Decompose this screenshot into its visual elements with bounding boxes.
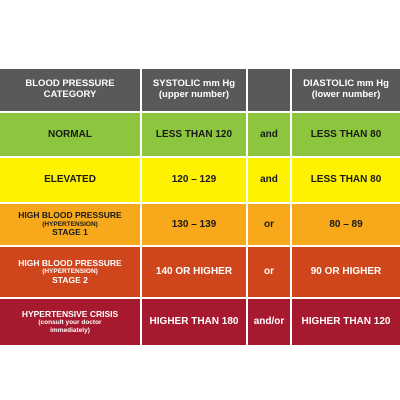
category-cell: HYPERTENSIVE CRISIS (consult your doctor…: [0, 299, 140, 345]
category-cell: NORMAL: [0, 113, 140, 156]
header-category-line1: BLOOD PRESSURE: [25, 78, 115, 90]
conjunction-cell: and: [248, 113, 290, 156]
header-category-line2: CATEGORY: [43, 89, 97, 100]
conjunction-cell: and: [248, 158, 290, 202]
table-row-normal: NORMAL LESS THAN 120 and LESS THAN 80: [0, 113, 400, 156]
table-row-stage1: HIGH BLOOD PRESSURE (HYPERTENSION) STAGE…: [0, 204, 400, 245]
table-row-elevated: ELEVATED 120 – 129 and LESS THAN 80: [0, 158, 400, 202]
diastolic-cell: 90 OR HIGHER: [292, 247, 400, 297]
header-systolic: SYSTOLIC mm Hg (upper number): [142, 69, 246, 111]
header-diastolic-line1: DIASTOLIC mm Hg: [303, 78, 389, 90]
category-note: (consult your doctor: [38, 319, 102, 327]
systolic-value: 140 OR HIGHER: [155, 266, 233, 278]
conjunction-text: and: [260, 128, 278, 140]
category-label: NORMAL: [48, 128, 92, 140]
category-stage: STAGE 2: [52, 274, 88, 285]
header-systolic-line2: (upper number): [158, 89, 230, 100]
header-systolic-line1: SYSTOLIC mm Hg: [152, 78, 236, 90]
category-label: HIGH BLOOD PRESSURE: [18, 210, 122, 220]
systolic-cell: 140 OR HIGHER: [142, 247, 246, 297]
conjunction-cell: or: [248, 247, 290, 297]
blood-pressure-table: BLOOD PRESSURE CATEGORY SYSTOLIC mm Hg (…: [0, 69, 400, 345]
systolic-value: HIGHER THAN 180: [149, 316, 239, 328]
systolic-cell: 130 – 139: [142, 204, 246, 245]
systolic-value: 120 – 129: [171, 174, 217, 186]
systolic-cell: 120 – 129: [142, 158, 246, 202]
category-label: HYPERTENSIVE CRISIS: [21, 308, 119, 319]
category-note: (HYPERTENSION): [42, 220, 98, 228]
conjunction-cell: or: [248, 204, 290, 245]
category-note: immediately): [50, 326, 90, 334]
header-diastolic-line2: (lower number): [311, 89, 381, 100]
diastolic-value: LESS THAN 80: [310, 128, 382, 140]
conjunction-text: or: [264, 218, 274, 230]
diastolic-cell: HIGHER THAN 120: [292, 299, 400, 345]
diastolic-cell: LESS THAN 80: [292, 113, 400, 156]
systolic-cell: HIGHER THAN 180: [142, 299, 246, 345]
diastolic-value: 80 – 89: [329, 218, 363, 230]
category-note: (HYPERTENSION): [42, 268, 98, 276]
systolic-value: 130 – 139: [171, 218, 217, 230]
conjunction-text: and: [260, 174, 278, 186]
category-cell: HIGH BLOOD PRESSURE (HYPERTENSION) STAGE…: [0, 247, 140, 297]
diastolic-value: HIGHER THAN 120: [301, 316, 391, 328]
header-row: BLOOD PRESSURE CATEGORY SYSTOLIC mm Hg (…: [0, 69, 400, 111]
category-cell: HIGH BLOOD PRESSURE (HYPERTENSION) STAGE…: [0, 204, 140, 245]
table-row-crisis: HYPERTENSIVE CRISIS (consult your doctor…: [0, 299, 400, 345]
category-label: ELEVATED: [44, 174, 96, 186]
header-category: BLOOD PRESSURE CATEGORY: [0, 69, 140, 111]
systolic-value: LESS THAN 120: [155, 128, 233, 140]
diastolic-cell: LESS THAN 80: [292, 158, 400, 202]
diastolic-value: LESS THAN 80: [310, 174, 382, 186]
category-label: HIGH BLOOD PRESSURE: [18, 257, 122, 268]
header-diastolic: DIASTOLIC mm Hg (lower number): [292, 69, 400, 111]
diastolic-value: 90 OR HIGHER: [310, 266, 382, 278]
table-row-stage2: HIGH BLOOD PRESSURE (HYPERTENSION) STAGE…: [0, 247, 400, 297]
header-conjunction: [248, 69, 290, 111]
category-stage: STAGE 1: [52, 227, 88, 238]
systolic-cell: LESS THAN 120: [142, 113, 246, 156]
category-cell: ELEVATED: [0, 158, 140, 202]
conjunction-cell: and/or: [248, 299, 290, 345]
conjunction-text: or: [264, 266, 274, 278]
diastolic-cell: 80 – 89: [292, 204, 400, 245]
conjunction-text: and/or: [253, 316, 285, 328]
